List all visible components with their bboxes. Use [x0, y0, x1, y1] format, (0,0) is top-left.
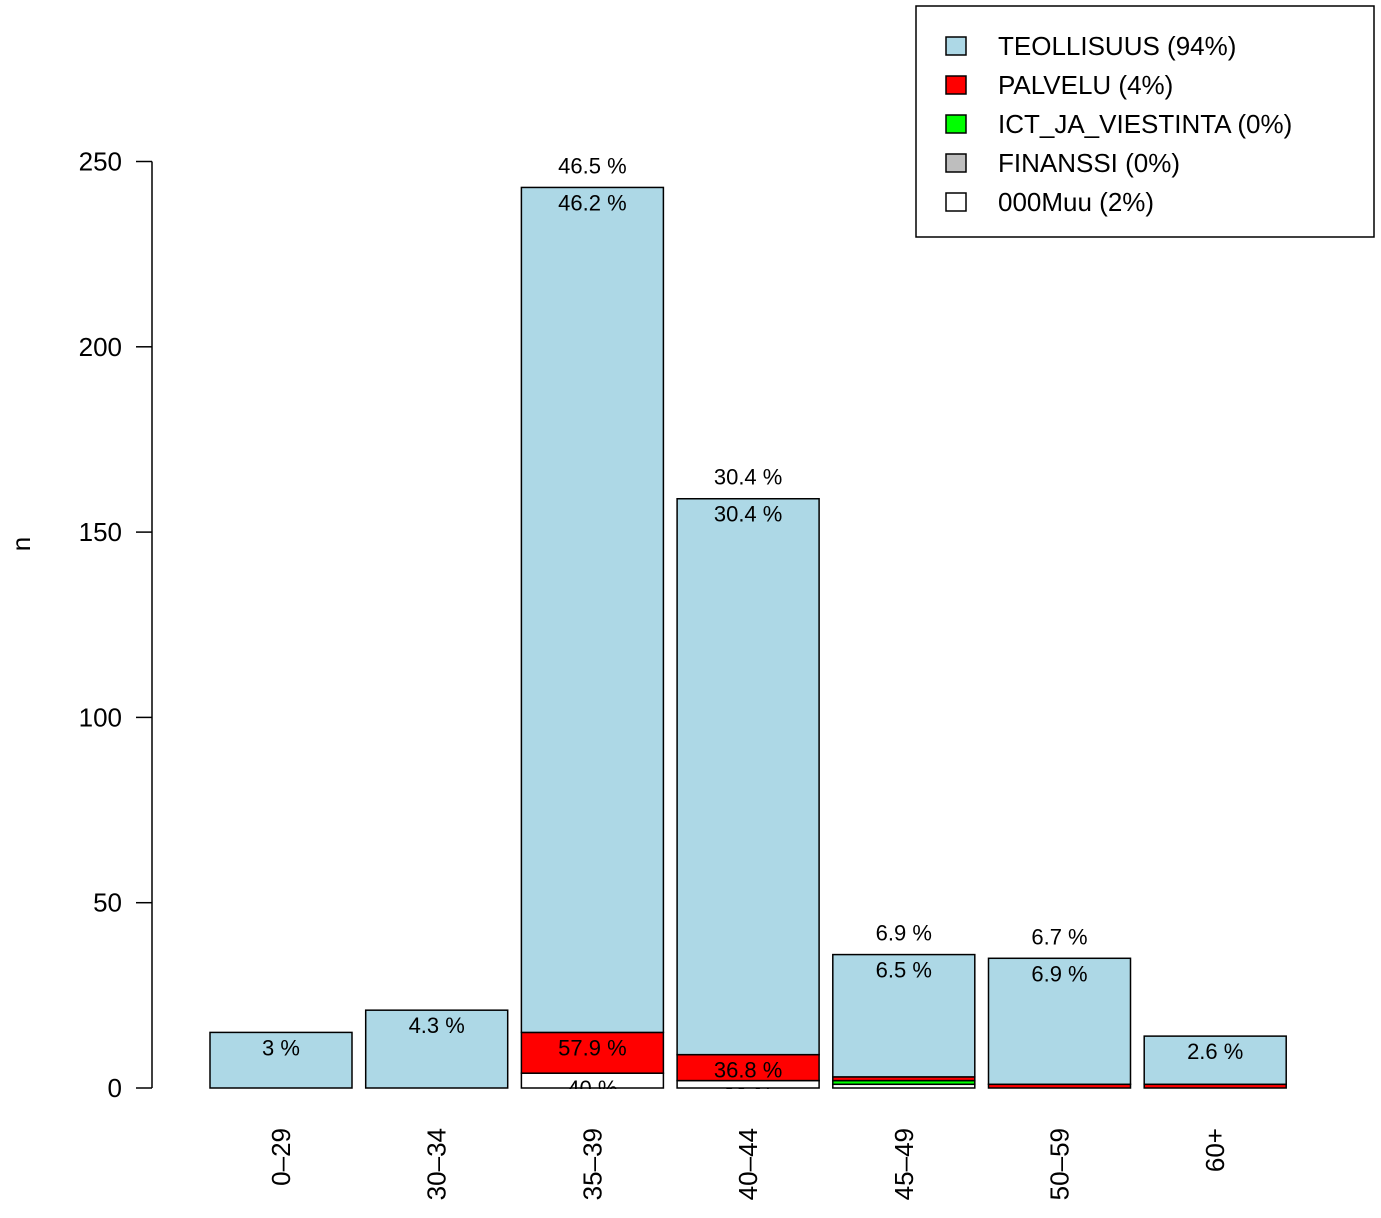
- bars: [209, 186, 1287, 1089]
- segment-label: 6.5 %: [876, 958, 932, 983]
- legend: TEOLLISUUS (94%) PALVELU (4%) ICT_JA_VIEST…: [915, 5, 1375, 238]
- segment-label: 4.3 %: [409, 1013, 465, 1038]
- legend-swatch: [945, 75, 967, 95]
- legend-label: PALVELU (4%): [998, 70, 1173, 100]
- bar-segment: [676, 1053, 820, 1082]
- segment-label: 57.9 %: [558, 1035, 627, 1060]
- bar-segment: [209, 1031, 353, 1089]
- segment-label: 20 %: [723, 1084, 773, 1109]
- y-axis-title: n: [6, 537, 36, 551]
- legend-label: TEOLLISUUS (94%): [998, 31, 1236, 61]
- legend-swatch: [945, 36, 967, 56]
- y-tick-label: 100: [79, 702, 122, 732]
- y-tick-label: 200: [79, 332, 122, 362]
- segment-label: 5.3 %: [876, 1087, 932, 1112]
- segment-label: 40 %: [567, 1076, 617, 1101]
- x-tick-label: 0–29: [266, 1128, 296, 1186]
- x-tick-label: 60+: [1200, 1128, 1230, 1172]
- total-label: 30.4 %: [714, 465, 783, 490]
- total-labels: 46.5 % 30.4 % 6.9 % 6.7 %: [558, 153, 1087, 949]
- total-label: 6.9 %: [876, 921, 932, 946]
- x-tick-label: 40–44: [733, 1128, 763, 1200]
- bar-segment: [520, 1031, 665, 1074]
- segment-label: 6.9 %: [1031, 961, 1087, 986]
- segment-label: 2.6 %: [1187, 1039, 1243, 1064]
- segment-label: 30.4 %: [714, 502, 783, 527]
- segment-label: 3 %: [262, 1035, 300, 1060]
- legend-label: FINANSSI (0%): [998, 148, 1180, 178]
- segment-labels: 3 % 4.3 % 46.2 % 57.9 % 40 % 30.4 % 36.8 %20 %…: [262, 190, 1243, 1112]
- legend-label: 000Muu (2%): [998, 187, 1154, 217]
- bar-segment: [520, 186, 665, 1034]
- legend-box: [915, 5, 1375, 238]
- total-label: 46.5 %: [558, 153, 627, 178]
- y-axis: 0 50 100 150 200 250: [79, 147, 153, 1103]
- x-tick-label: 50–59: [1045, 1128, 1075, 1200]
- y-tick-label: 250: [79, 147, 122, 177]
- y-tick-label: 150: [79, 517, 122, 547]
- bar-segment: [676, 497, 820, 1056]
- x-tick-label: 30–34: [422, 1128, 452, 1200]
- legend-swatch: [945, 153, 967, 173]
- bar-segment: [364, 1009, 509, 1089]
- bar-segment: [1143, 1035, 1287, 1086]
- legend-label: ICT_JA_VIESTINTA (0%): [998, 109, 1292, 139]
- x-tick-label: 35–39: [577, 1128, 607, 1200]
- segment-label: 46.2 %: [558, 190, 627, 215]
- legend-swatch: [945, 192, 967, 212]
- bar-segment: [987, 957, 1132, 1086]
- x-tick-label: 45–49: [889, 1128, 919, 1200]
- legend-swatch: [945, 114, 967, 134]
- x-axis-labels: 0–29 30–34 35–39 40–44 45–49 50–59 60+: [266, 1128, 1230, 1200]
- bar-segment: [832, 953, 976, 1078]
- y-tick-label: 0: [108, 1073, 122, 1103]
- y-tick-label: 50: [93, 888, 122, 918]
- segment-label: 36.8 %: [714, 1058, 783, 1083]
- total-label: 6.7 %: [1031, 924, 1087, 949]
